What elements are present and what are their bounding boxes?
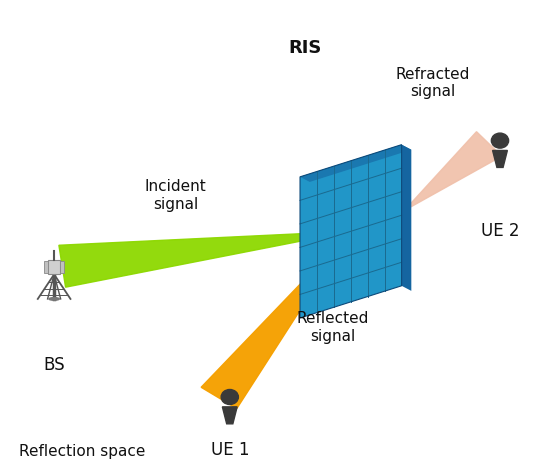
Polygon shape bbox=[300, 145, 402, 318]
Text: Reflected
signal: Reflected signal bbox=[296, 311, 369, 344]
Text: UE 2: UE 2 bbox=[480, 221, 519, 239]
Polygon shape bbox=[404, 132, 502, 210]
FancyBboxPatch shape bbox=[44, 261, 48, 273]
FancyBboxPatch shape bbox=[48, 260, 61, 274]
Polygon shape bbox=[300, 145, 411, 182]
Text: Refracted
signal: Refracted signal bbox=[395, 67, 470, 99]
Polygon shape bbox=[201, 231, 351, 408]
Text: BS: BS bbox=[43, 356, 65, 374]
Circle shape bbox=[221, 389, 239, 405]
Text: Reflection space: Reflection space bbox=[19, 444, 145, 459]
Polygon shape bbox=[222, 407, 237, 424]
Polygon shape bbox=[402, 145, 411, 291]
Polygon shape bbox=[492, 150, 507, 168]
Text: Incident
signal: Incident signal bbox=[145, 179, 206, 212]
Text: RIS: RIS bbox=[289, 39, 322, 57]
Text: UE 1: UE 1 bbox=[211, 441, 249, 459]
Ellipse shape bbox=[49, 298, 60, 300]
Polygon shape bbox=[59, 231, 351, 287]
Circle shape bbox=[491, 133, 509, 148]
FancyBboxPatch shape bbox=[61, 261, 64, 273]
